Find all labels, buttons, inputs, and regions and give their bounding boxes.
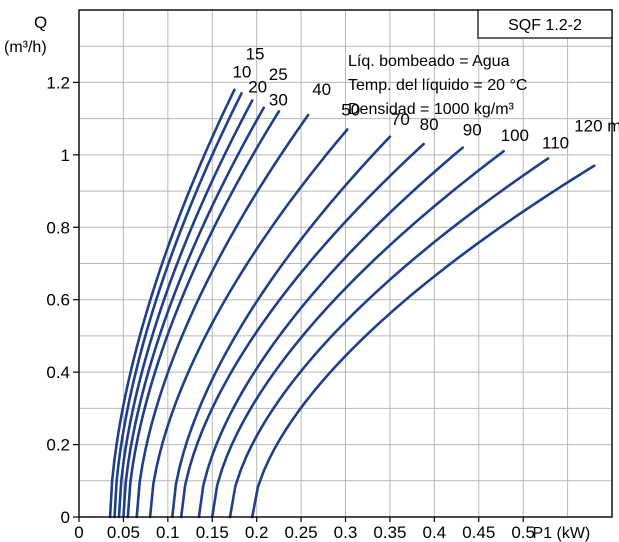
- x-tick-label: 0.15: [196, 523, 229, 542]
- x-tick-label: 0.25: [285, 523, 318, 542]
- series-line-15: [113, 91, 243, 519]
- series-line-50: [148, 128, 349, 519]
- y-tick-label: 0.8: [46, 218, 70, 237]
- x-tick-label: 0.5: [511, 523, 535, 542]
- series-line-10: [108, 88, 236, 519]
- x-axis-label: P1 (kW): [532, 525, 590, 542]
- x-tick-label: 0.2: [245, 523, 269, 542]
- title-box: [477, 9, 613, 39]
- curve-label: 50: [341, 101, 360, 120]
- chart-title: SQF 1.2-2: [508, 17, 582, 34]
- series-line-110: [228, 157, 550, 519]
- curve-label: 25: [269, 65, 288, 84]
- x-tick-label: 0: [74, 523, 83, 542]
- series-line-30: [126, 110, 281, 519]
- x-tick-label: 0.4: [423, 523, 447, 542]
- y-tick-label: 0.6: [46, 291, 70, 310]
- x-tick-label: 0.05: [107, 523, 140, 542]
- curve-label: 90: [463, 121, 482, 140]
- series-line-80: [179, 142, 425, 519]
- y-tick-label: 0.2: [46, 436, 70, 455]
- series-line-100: [210, 149, 505, 519]
- y-axis-label: Q: [34, 13, 47, 32]
- axes: 0 0.2 0.4 0.6 0.8 1 1.2 0 0.05 0.1 0.15 0.2 0.25 0.3 0…: [46, 9, 613, 542]
- curve-label: 15: [246, 44, 265, 63]
- curve-label: 120 m: [574, 117, 619, 136]
- series-line-120-m: [250, 164, 596, 519]
- y-tick-label: 0: [61, 508, 70, 527]
- series-line-20: [117, 99, 254, 519]
- grid: [79, 10, 612, 517]
- curve-label: 80: [420, 115, 439, 134]
- y-axis-unit: (m³/h): [4, 39, 47, 56]
- y-tick-label: 0.4: [46, 363, 70, 382]
- info-block: Líq. bombeado = Agua Temp. del líquido =…: [348, 53, 527, 118]
- series-line-90: [197, 146, 465, 519]
- curve-label: 30: [269, 90, 288, 109]
- curve-label: 40: [312, 80, 331, 99]
- x-tick-label: 0.1: [156, 523, 180, 542]
- y-tick-label: 1: [61, 146, 70, 165]
- info-temperature: Temp. del líquido = 20 °C: [348, 77, 527, 94]
- x-tick-label: 0.45: [462, 523, 495, 542]
- curves: [108, 88, 596, 519]
- x-tick-label: 0.3: [334, 523, 358, 542]
- curve-label: 110: [542, 133, 569, 152]
- info-density: Densidad = 1000 kg/m³: [348, 101, 515, 118]
- series-line-70: [170, 135, 392, 519]
- y-tick-label: 1.2: [46, 73, 70, 92]
- curve-label: 70: [391, 110, 410, 129]
- x-tick-label: 0.35: [373, 523, 406, 542]
- info-liquid: Líq. bombeado = Agua: [348, 53, 510, 70]
- curve-label: 20: [248, 78, 267, 97]
- curve-label: 10: [232, 63, 251, 82]
- curve-label: 100: [501, 126, 529, 145]
- series-line-40: [135, 113, 310, 519]
- series-line-25: [122, 106, 266, 519]
